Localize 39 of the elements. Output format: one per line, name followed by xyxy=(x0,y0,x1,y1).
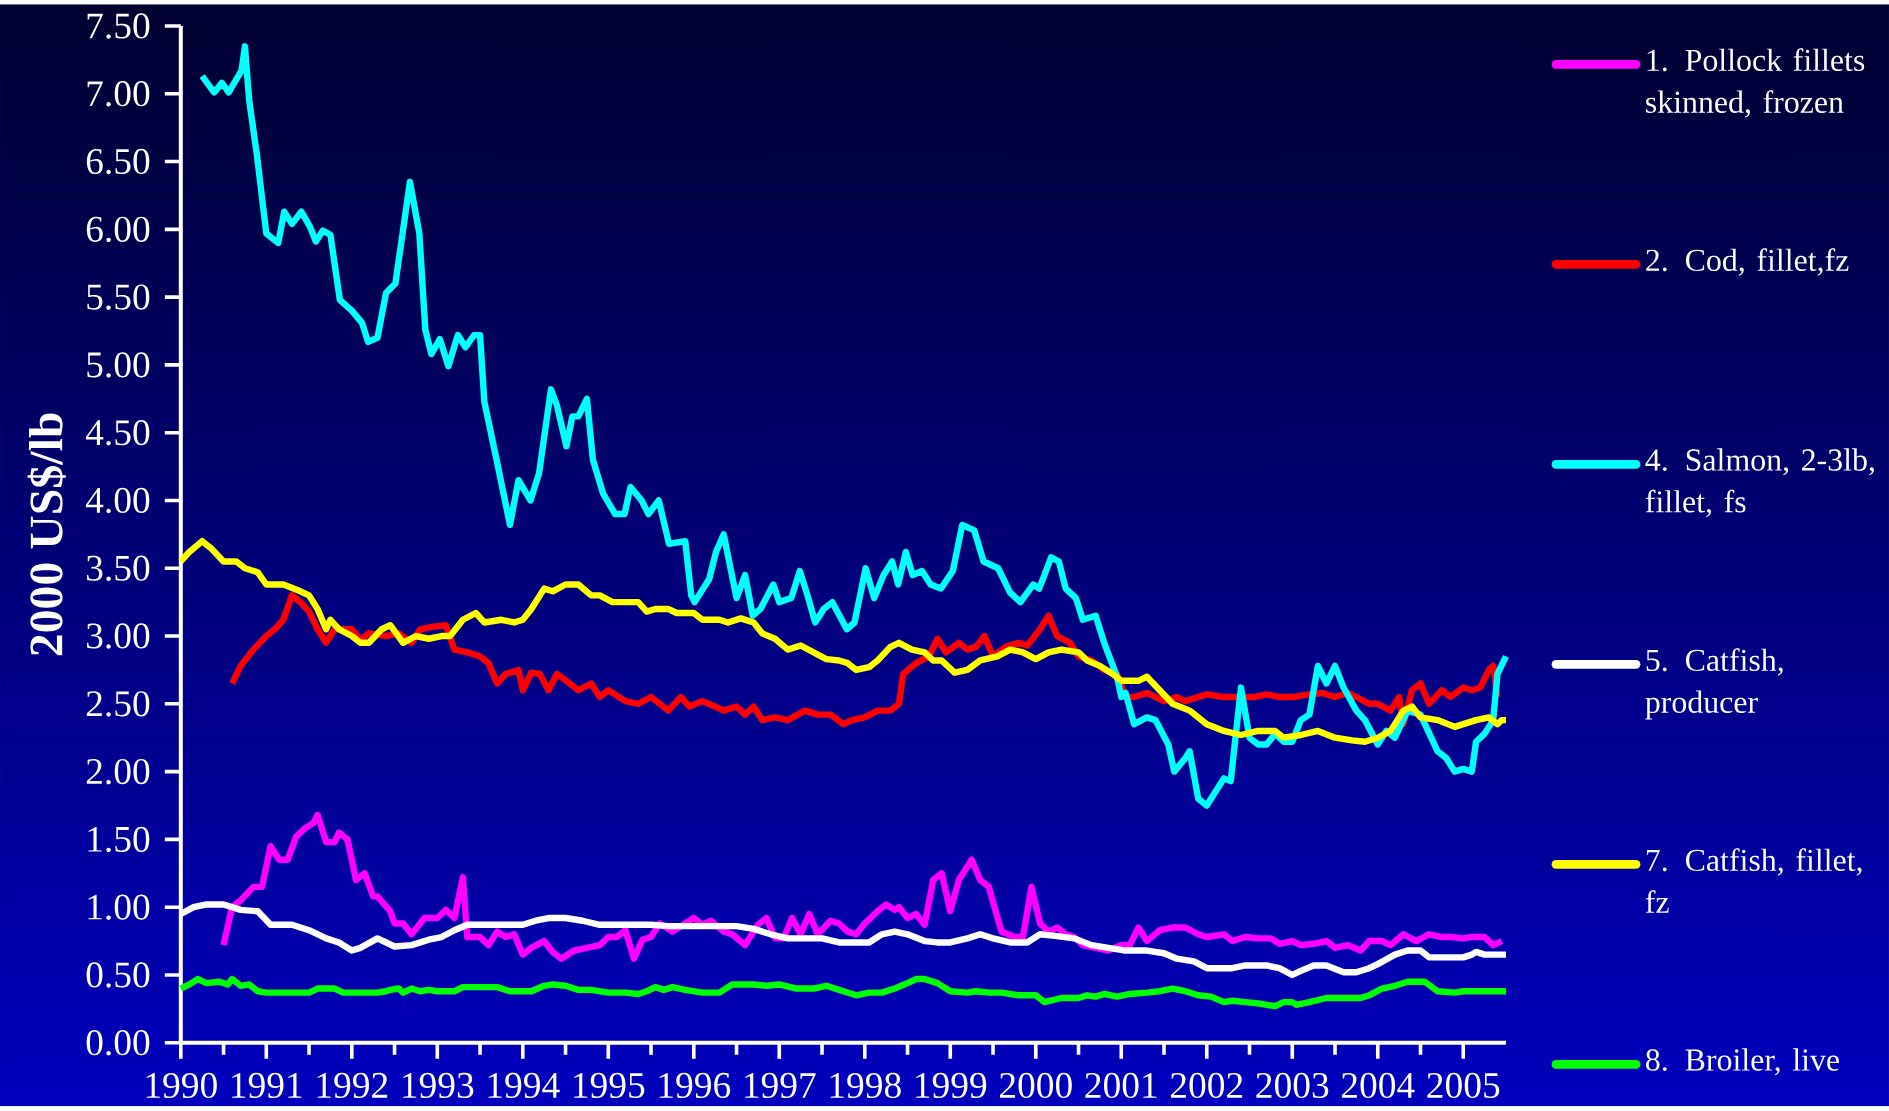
x-tick-label: 1997 xyxy=(745,1072,816,1098)
legend-label: 8. Broiler, live xyxy=(1646,1048,1840,1076)
y-tick-label: 7.00 xyxy=(87,80,150,107)
legend-label: 5. Catfish, producer xyxy=(1645,648,1783,720)
y-tick-label: 5.00 xyxy=(87,352,150,378)
x-tick-label: 1999 xyxy=(916,1072,987,1098)
x-tick-label: 1991 xyxy=(232,1072,302,1098)
x-tick-label: 2005 xyxy=(1427,1072,1500,1098)
x-tick-label: 1998 xyxy=(830,1072,901,1098)
x-tick-label: 2002 xyxy=(1170,1072,1243,1098)
x-tick-label: 1992 xyxy=(317,1072,388,1098)
y-tick-label: 5.50 xyxy=(87,284,150,310)
y-tick-label: 0.50 xyxy=(86,962,150,988)
x-tick-label: 2001 xyxy=(1085,1072,1157,1098)
x-tick-label: 2004 xyxy=(1341,1072,1415,1098)
y-tick-label: 6.50 xyxy=(86,148,150,175)
legend-label: 2. Cod, fillet,fz xyxy=(1646,248,1849,276)
legend-label: 7. Catfish, fillet, fz xyxy=(1645,848,1862,913)
y-tick-label: 2.00 xyxy=(86,758,150,785)
x-tick-label: 1994 xyxy=(488,1072,560,1098)
y-tick-label: 3.50 xyxy=(86,555,150,581)
y-tick-label: 3.00 xyxy=(86,623,150,649)
x-tick-label: 1993 xyxy=(403,1072,474,1098)
y-tick-label: 4.00 xyxy=(85,487,150,513)
x-tick-label: 2000 xyxy=(999,1072,1072,1098)
y-tick-label: 4.50 xyxy=(85,419,150,446)
y-tick-label: 6.00 xyxy=(86,216,150,242)
x-tick-label: 1990 xyxy=(146,1072,217,1098)
legend-label: 1. Pollock fillets skinned, frozen xyxy=(1646,48,1865,118)
y-axis-title: 2000 US$/lb xyxy=(27,413,66,656)
y-tick-label: 0.00 xyxy=(86,1029,150,1056)
y-tick-label: 1.00 xyxy=(88,894,150,920)
y-tick-label: 7.50 xyxy=(87,13,150,39)
y-tick-label: 2.50 xyxy=(86,690,150,717)
x-tick-label: 1995 xyxy=(574,1072,645,1098)
x-tick-label: 1996 xyxy=(659,1072,731,1098)
x-tick-label: 2003 xyxy=(1256,1072,1329,1098)
legend-label: 4. Salmon, 2-3lb, fillet, fs xyxy=(1645,448,1874,517)
y-tick-label: 1.50 xyxy=(88,826,150,852)
